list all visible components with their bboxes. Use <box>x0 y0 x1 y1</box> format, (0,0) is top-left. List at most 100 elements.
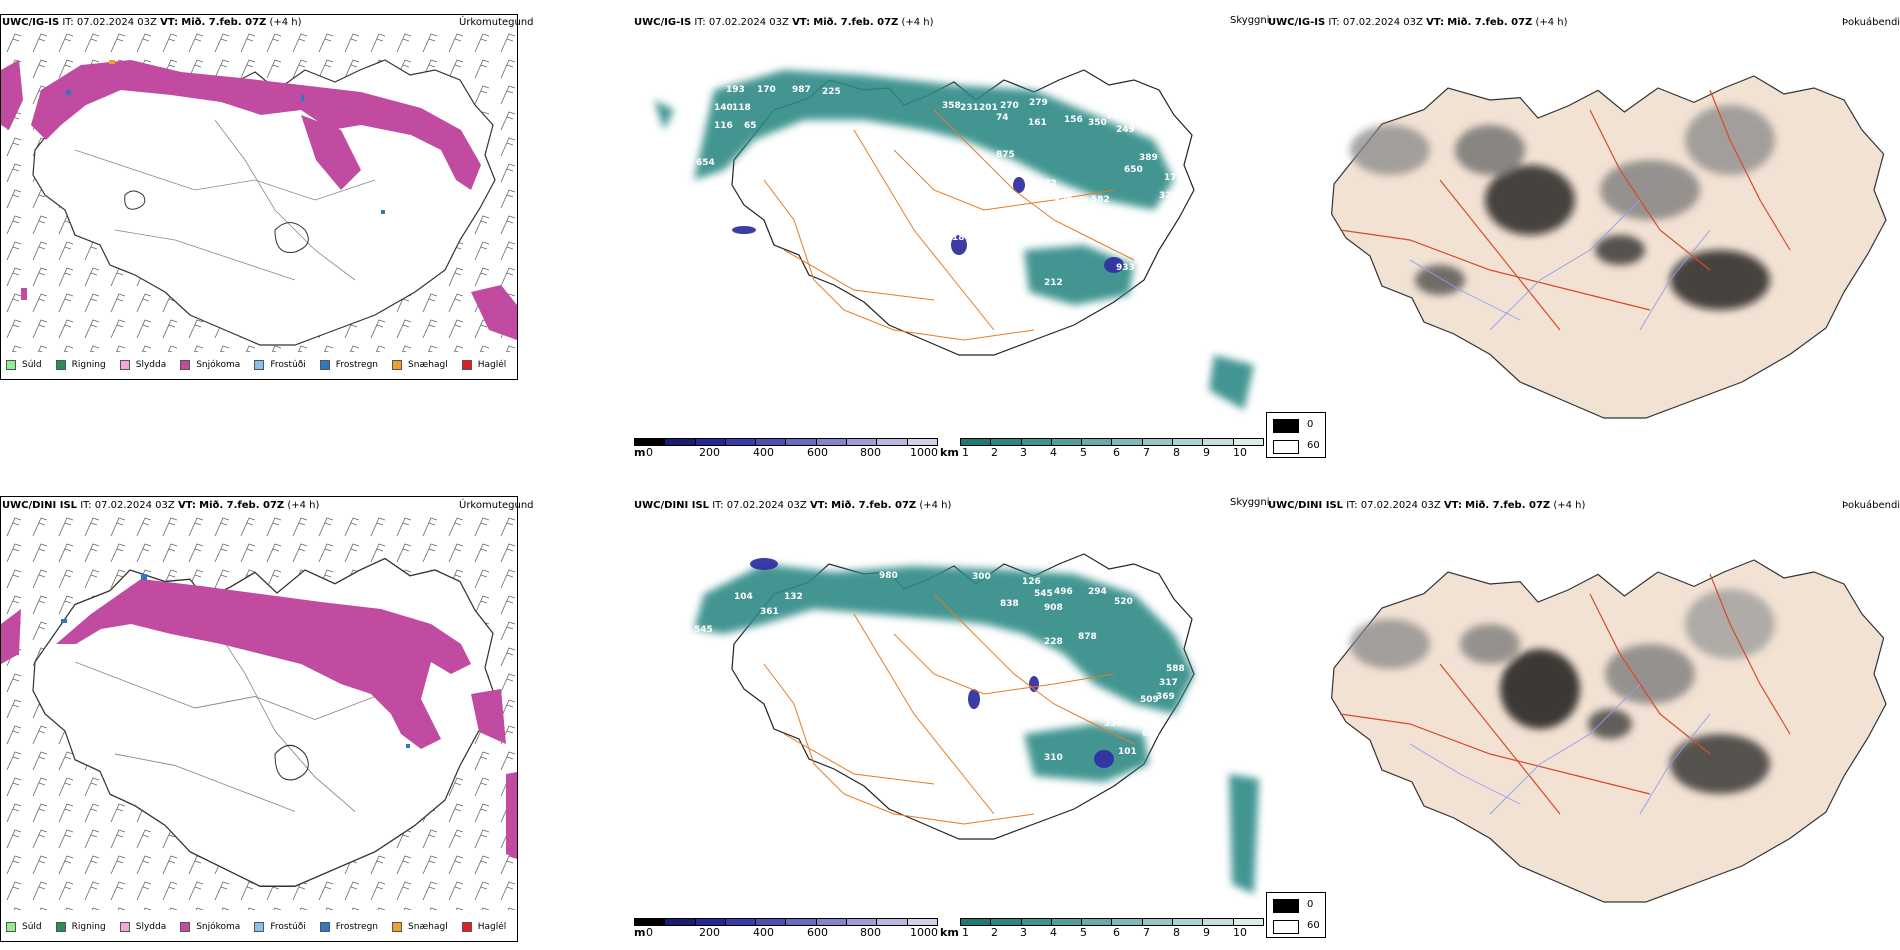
vis-value: 161 <box>1028 118 1047 128</box>
visibility-unit: km <box>940 926 959 939</box>
it-label: IT: <box>80 500 92 511</box>
vt-value: Mið. 7.feb. 07Z <box>1465 500 1551 511</box>
lead-time: (+4 h) <box>287 500 320 511</box>
fog-key-swatch <box>1273 899 1299 913</box>
visibility-labels: 193 170 987 225 140 118 116 65 654 358 2… <box>696 85 1183 288</box>
vis-value: 156 <box>1064 115 1083 125</box>
vis-value: 520 <box>1114 597 1133 607</box>
vis-value: 279 <box>1029 98 1048 108</box>
ceiling-tick: 600 <box>807 446 828 459</box>
vt-label: VT: <box>177 500 196 511</box>
ceiling-colorbar-1 <box>634 438 938 446</box>
vis-value: 933 <box>1116 263 1135 273</box>
fog-key-swatch <box>1273 440 1299 454</box>
vis-value: 74 <box>996 113 1009 123</box>
vis-value: 321 <box>1159 191 1178 201</box>
vis-value: 300 <box>972 572 991 582</box>
fog-key-value: 60 <box>1307 440 1320 451</box>
vis-value: 104 <box>734 592 753 602</box>
vis-value: 838 <box>1000 599 1019 609</box>
lead-time: (+4 h) <box>1553 500 1586 511</box>
vis-value: 225 <box>822 87 841 97</box>
vis-value: 875 <box>996 150 1015 160</box>
vis-value: 654 <box>696 158 715 168</box>
fog-key-value: 0 <box>1307 899 1314 910</box>
vt-label: VT: <box>792 17 811 28</box>
vis-tick: 10 <box>1233 446 1247 459</box>
legend-item: Haglél <box>461 922 506 932</box>
vis-tick: 2 <box>991 926 998 939</box>
legend-label: Snjókoma <box>196 922 241 932</box>
vis-tick: 9 <box>1203 446 1210 459</box>
vis-value: 118 <box>732 103 751 113</box>
legend-swatch <box>55 360 66 370</box>
legend-item: Frostregn <box>319 922 379 932</box>
legend-item: Slydda <box>119 360 166 370</box>
vis-tick: 8 <box>1173 446 1180 459</box>
legend-item: Slydda <box>119 922 166 932</box>
vis-value: 350 <box>1088 118 1107 128</box>
legend-label: Rigning <box>71 922 106 932</box>
vis-tick: 7 <box>1143 926 1150 939</box>
vis-tick: 2 <box>991 446 998 459</box>
model-name: UWC/DINI ISL <box>2 500 78 511</box>
fog-key-swatch <box>1273 920 1299 934</box>
vis-value: 126 <box>1022 577 1041 587</box>
vis-value: 249 <box>1116 125 1135 135</box>
vis-value: 193 <box>726 85 745 95</box>
ceiling-tick: 800 <box>860 446 881 459</box>
legend-swatch <box>461 922 472 932</box>
precip-panel-title: Úrkomutegund <box>459 500 534 511</box>
it-value: 07.02.2024 03Z <box>94 500 175 511</box>
legend-label: Frostúði <box>270 360 306 370</box>
legend-item: Snæhagl <box>392 922 448 932</box>
ceiling-colorbar-2 <box>634 918 938 926</box>
lead-time: (+4 h) <box>919 500 952 511</box>
it-value: 07.02.2024 03Z <box>726 500 807 511</box>
legend-label: Frostregn <box>335 360 379 370</box>
panel-header-precip-2: UWC/DINI ISL IT: 07.02.2024 03Z VT: Mið.… <box>2 500 319 512</box>
vis-value: 545 <box>694 625 713 635</box>
ceiling-tick: 400 <box>753 926 774 939</box>
vis-tick: 6 <box>1113 926 1120 939</box>
legend-swatch <box>180 360 191 370</box>
legend-label: Haglél <box>477 360 507 370</box>
vt-label: VT: <box>1443 500 1462 511</box>
vis-value: 394 <box>1054 193 1073 203</box>
fog-map-1 <box>1330 75 1887 419</box>
precip-panel-frame-2 <box>0 496 518 942</box>
model-name: UWC/IG-IS <box>1268 17 1326 28</box>
legend-label: Snjókoma <box>196 360 241 370</box>
vis-value: 987 <box>792 85 811 95</box>
legend-item: Frostúði <box>254 360 306 370</box>
vis-value: 270 <box>1000 101 1019 111</box>
ceiling-tick: 1000 <box>910 926 938 939</box>
ceiling-tick: 600 <box>807 926 828 939</box>
ceiling-tick: 200 <box>699 446 720 459</box>
ceiling-unit: m <box>634 446 646 459</box>
vis-value: 650 <box>1124 165 1143 175</box>
fog-panel-title: Þokuábendi <box>1842 17 1900 28</box>
vt-value: Mið. 7.feb. 07Z <box>831 500 917 511</box>
legend-swatch <box>6 360 16 370</box>
vis-tick: 4 <box>1050 926 1057 939</box>
vis-value: 361 <box>760 607 779 617</box>
visibility-labels: 180 104 132 361 545 980 300 126 545 496 … <box>694 562 1185 763</box>
vis-tick: 1 <box>962 446 969 459</box>
it-value: 07.02.2024 03Z <box>708 17 789 28</box>
legend-item: Súld <box>6 360 42 370</box>
vis-value: 180 <box>726 562 745 572</box>
legend-label: Frostregn <box>335 922 379 932</box>
panel-header-vis-1: UWC/IG-IS IT: 07.02.2024 03Z VT: Mið. 7.… <box>634 17 934 29</box>
vt-label: VT: <box>809 500 828 511</box>
vis-value: 358 <box>942 101 961 111</box>
model-name: UWC/IG-IS <box>634 17 692 28</box>
visibility-colorbar-1 <box>960 438 1264 446</box>
vt-value: Mið. 7.feb. 07Z <box>199 500 285 511</box>
it-value: 07.02.2024 03Z <box>1360 500 1441 511</box>
ceiling-unit: m <box>634 926 646 939</box>
vis-value: 389 <box>1139 153 1158 163</box>
model-name: UWC/DINI ISL <box>634 500 710 511</box>
vis-value: 908 <box>1044 603 1063 613</box>
it-value: 07.02.2024 03Z <box>1342 17 1423 28</box>
